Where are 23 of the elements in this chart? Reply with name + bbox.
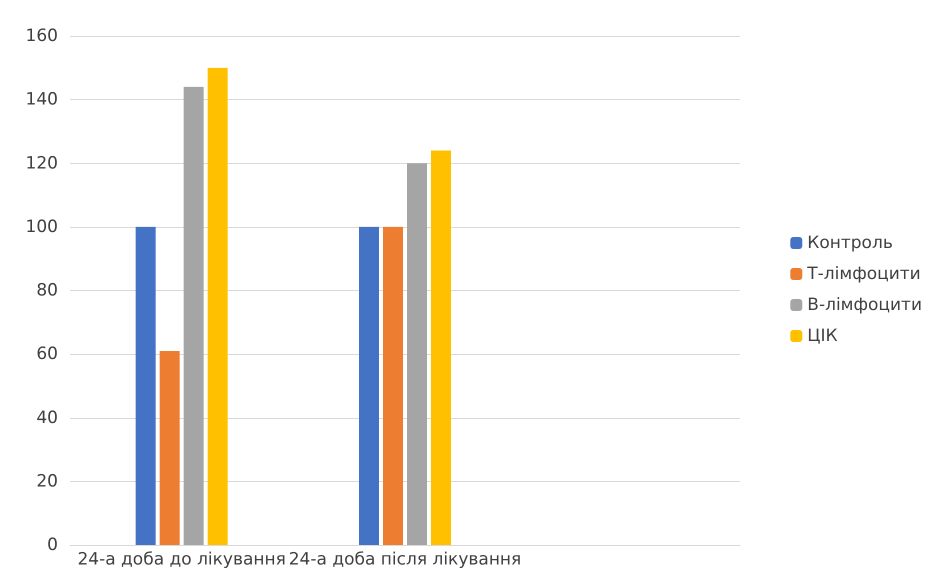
y-tick-label: 140 bbox=[26, 90, 58, 110]
legend-label: ЦІК bbox=[807, 326, 838, 346]
bar bbox=[359, 226, 379, 545]
bar bbox=[184, 86, 204, 545]
y-tick-label: 20 bbox=[36, 471, 58, 492]
y-tick-label: 120 bbox=[26, 153, 58, 174]
bar bbox=[431, 150, 451, 545]
x-tick-label: 24-а доба до лікування bbox=[77, 550, 286, 570]
y-tick-label: 0 bbox=[47, 535, 58, 555]
bar bbox=[383, 226, 403, 545]
bar bbox=[160, 350, 180, 545]
bar bbox=[208, 68, 228, 545]
y-tick-label: 100 bbox=[26, 216, 58, 237]
legend-label: Контроль bbox=[807, 233, 893, 253]
legend-label: В-лімфоцити bbox=[807, 295, 922, 315]
bar bbox=[136, 226, 156, 545]
y-tick-label: 160 bbox=[26, 26, 58, 46]
y-tick-label: 60 bbox=[36, 344, 58, 364]
legend-label: Т-лімфоцити bbox=[806, 264, 921, 284]
y-tick-label: 80 bbox=[36, 280, 58, 300]
y-tick-label: 40 bbox=[36, 408, 58, 428]
x-tick-label: 24-а доба після лікування bbox=[288, 550, 522, 570]
bar bbox=[407, 163, 427, 545]
